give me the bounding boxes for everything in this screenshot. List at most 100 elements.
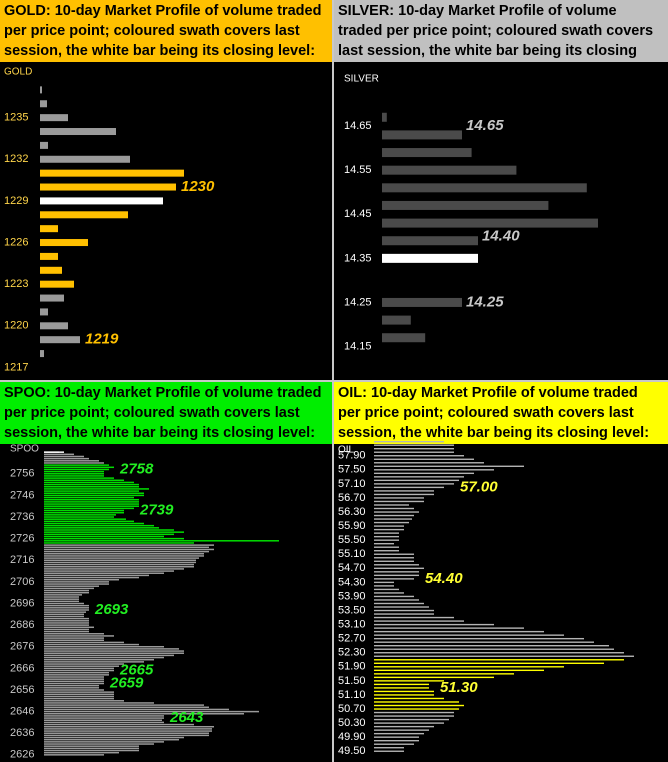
spoo-bar xyxy=(44,477,114,479)
oil-bar xyxy=(374,743,414,745)
spoo-bar xyxy=(44,492,144,494)
spoo-header: SPOO: 10-day Market Profile of volume tr… xyxy=(0,382,332,444)
spoo-bar xyxy=(44,626,94,629)
spoo-bar xyxy=(44,620,89,622)
oil-bar xyxy=(374,666,564,668)
spoo-bar xyxy=(44,665,119,667)
spoo-bar xyxy=(44,747,139,750)
spoo-bar xyxy=(44,451,64,453)
oil-tick-label: 57.90 xyxy=(338,450,366,462)
oil-bar xyxy=(374,641,594,643)
oil-tick-label: 57.50 xyxy=(338,464,366,476)
oil-bar xyxy=(374,448,454,450)
oil-bar xyxy=(374,578,414,580)
spoo-tick-label: 2706 xyxy=(10,576,34,588)
silver-header: SILVER: 10-day Market Profile of volume … xyxy=(334,0,668,79)
gold-bar xyxy=(40,211,128,219)
gold-bar xyxy=(40,155,130,163)
oil-tick-label: 55.10 xyxy=(338,548,366,560)
oil-bar xyxy=(374,574,419,577)
silver-bar xyxy=(382,297,462,307)
silver-bar xyxy=(382,253,478,263)
silver-tick-label: 14.15 xyxy=(344,340,372,352)
spoo-bar xyxy=(44,550,209,553)
oil-panel: OIL: 10-day Market Profile of volume tra… xyxy=(334,382,668,762)
oil-bar xyxy=(374,546,399,548)
oil-bar xyxy=(374,609,434,612)
spoo-tick-label: 2676 xyxy=(10,641,34,653)
spoo-bar xyxy=(44,563,194,566)
spoo-bar xyxy=(44,624,89,626)
spoo-bar xyxy=(44,611,86,613)
oil-bar xyxy=(374,451,454,453)
silver-market-profile-chart: SILVER 14.15 14.25 14.35 14.45 14.55 14.65 14.6… xyxy=(344,74,598,352)
gold-bar xyxy=(40,350,44,358)
spoo-bar xyxy=(44,751,119,754)
spoo-bar xyxy=(44,574,149,577)
spoo-bar xyxy=(44,468,109,471)
spoo-bar xyxy=(44,613,84,616)
spoo-tick-label: 2646 xyxy=(10,706,34,718)
spoo-tick-label: 2626 xyxy=(10,749,34,761)
spoo-bar xyxy=(44,496,134,499)
spoo-bar xyxy=(44,464,109,466)
spoo-callout-label: 2739 xyxy=(139,501,174,518)
spoo-bar xyxy=(44,544,214,546)
oil-tick-label: 53.90 xyxy=(338,590,366,602)
spoo-bar xyxy=(44,479,124,482)
spoo-bar xyxy=(44,702,154,704)
spoo-bar xyxy=(44,535,164,538)
spoo-bar xyxy=(44,725,214,728)
oil-header: OIL: 10-day Market Profile of volume tra… xyxy=(334,382,668,444)
oil-bar xyxy=(374,630,544,633)
spoo-bar xyxy=(44,516,114,518)
spoo-bar xyxy=(44,641,124,644)
oil-tick-label: 54.70 xyxy=(338,562,366,574)
spoo-bar xyxy=(44,669,114,672)
spoo-bar xyxy=(44,548,214,551)
oil-bar xyxy=(374,504,409,506)
spoo-bar xyxy=(44,514,116,516)
silver-panel: SILVER: 10-day Market Profile of volume … xyxy=(334,0,668,380)
oil-tick-label: 56.30 xyxy=(338,506,366,518)
spoo-bar xyxy=(44,738,179,741)
spoo-bar xyxy=(44,706,209,709)
gold-bar xyxy=(40,183,176,191)
oil-bar xyxy=(374,697,444,700)
gold-callout-label: 1230 xyxy=(181,178,215,195)
oil-bar xyxy=(374,479,459,482)
spoo-bar xyxy=(44,717,164,719)
spoo-bar xyxy=(44,511,124,514)
spoo-bar xyxy=(44,566,194,568)
spoo-bar xyxy=(44,453,74,456)
silver-bar xyxy=(382,218,598,228)
oil-tick-label: 55.90 xyxy=(338,520,366,532)
spoo-bar xyxy=(44,628,89,631)
spoo-bar xyxy=(44,708,229,711)
oil-bar xyxy=(374,500,424,503)
oil-bar xyxy=(374,634,564,636)
oil-bar xyxy=(374,711,454,714)
spoo-bar xyxy=(44,466,114,469)
oil-bar xyxy=(374,655,634,657)
spoo-bar xyxy=(44,736,184,739)
spoo-bar xyxy=(44,559,196,562)
gold-bar xyxy=(40,86,42,94)
silver-bar xyxy=(382,183,587,193)
spoo-bar xyxy=(44,537,184,540)
spoo-bar xyxy=(44,715,164,717)
oil-bar xyxy=(374,493,434,496)
spoo-bar xyxy=(44,678,104,680)
oil-bar xyxy=(374,687,429,689)
oil-bar xyxy=(374,620,464,622)
horizontal-divider xyxy=(0,380,668,382)
spoo-tick-label: 2666 xyxy=(10,662,34,674)
spoo-tick-label: 2656 xyxy=(10,684,34,696)
spoo-bar xyxy=(44,570,174,572)
gold-tick-label: 1229 xyxy=(4,195,28,207)
spoo-panel: SPOO: 10-day Market Profile of volume tr… xyxy=(0,382,332,762)
spoo-bar xyxy=(44,494,144,497)
spoo-bar xyxy=(44,470,104,473)
oil-bar xyxy=(374,732,424,735)
spoo-bar xyxy=(44,507,134,510)
